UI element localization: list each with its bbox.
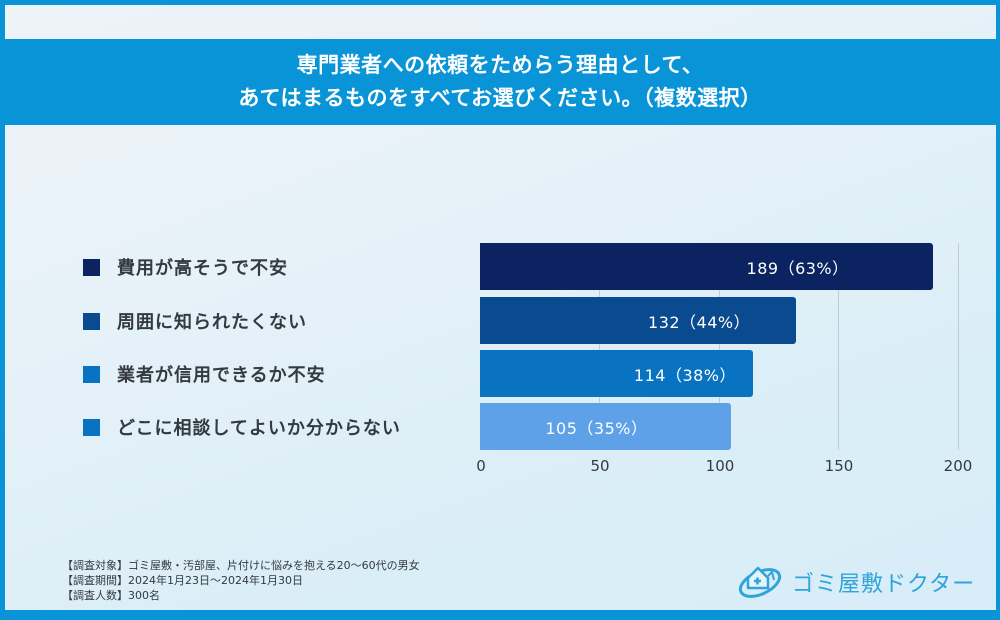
bar: 105（35%） [480, 403, 732, 450]
survey-target: 【調査対象】ゴミ屋敷・汚部屋、片付けに悩みを抱える20〜60代の男女 [62, 559, 420, 572]
brand-logo: ゴミ屋敷ドクター [736, 562, 975, 602]
x-tick-label: 0 [476, 457, 486, 475]
bar-value-label: 189（63%） [746, 258, 849, 278]
gridline [958, 243, 959, 450]
plot-area: 189（63%） 132（44%） 114（38%） 105（35%） [480, 243, 959, 450]
legend-label: 周囲に知られたくない [117, 312, 307, 333]
gridline [599, 243, 600, 450]
bar: 189（63%） [480, 243, 933, 290]
x-tick-label: 150 [824, 457, 854, 475]
bar-value-label: 105（35%） [545, 418, 648, 438]
survey-period: 【調査期間】2024年1月23日〜2024年1月30日 [62, 574, 303, 587]
legend-swatch-icon [83, 365, 100, 383]
legend-label: 業者が信用できるか不安 [117, 365, 326, 386]
legend-item: どこに相談してよいか分からない [83, 403, 401, 451]
legend-item: 業者が信用できるか不安 [83, 350, 326, 398]
legend-label: どこに相談してよいか分からない [117, 418, 401, 439]
survey-respondents: 【調査人数】300名 [62, 589, 160, 602]
gridline [719, 243, 720, 450]
bar: 114（38%） [480, 350, 754, 397]
legend-item: 費用が高そうで不安 [83, 243, 288, 291]
house-medical-icon [736, 562, 784, 602]
title-line-2: あてはまるものをすべてお選びください。（複数選択） [238, 86, 762, 110]
title-line-1: 専門業者への依頼をためらう理由として、 [296, 53, 704, 77]
bar: 132（44%） [480, 297, 797, 344]
x-tick-label: 50 [590, 457, 610, 475]
survey-footnote: 【調査対象】ゴミ屋敷・汚部屋、片付けに悩みを抱える20〜60代の男女 【調査期間… [62, 558, 420, 603]
chart-title: 専門業者への依頼をためらう理由として、 あてはまるものをすべてお選びください。（… [0, 39, 1000, 125]
legend-swatch-icon [83, 312, 100, 330]
x-tick-label: 200 [943, 457, 973, 475]
x-tick-label: 100 [705, 457, 735, 475]
legend-label: 費用が高そうで不安 [117, 258, 288, 279]
bar-value-label: 114（38%） [633, 365, 737, 385]
brand-name: ゴミ屋敷ドクター [792, 572, 976, 597]
gridline [838, 243, 839, 450]
bar-value-label: 132（44%） [648, 312, 751, 332]
legend-item: 周囲に知られたくない [83, 297, 307, 345]
legend-swatch-icon [83, 258, 100, 276]
legend-swatch-icon [83, 418, 100, 436]
